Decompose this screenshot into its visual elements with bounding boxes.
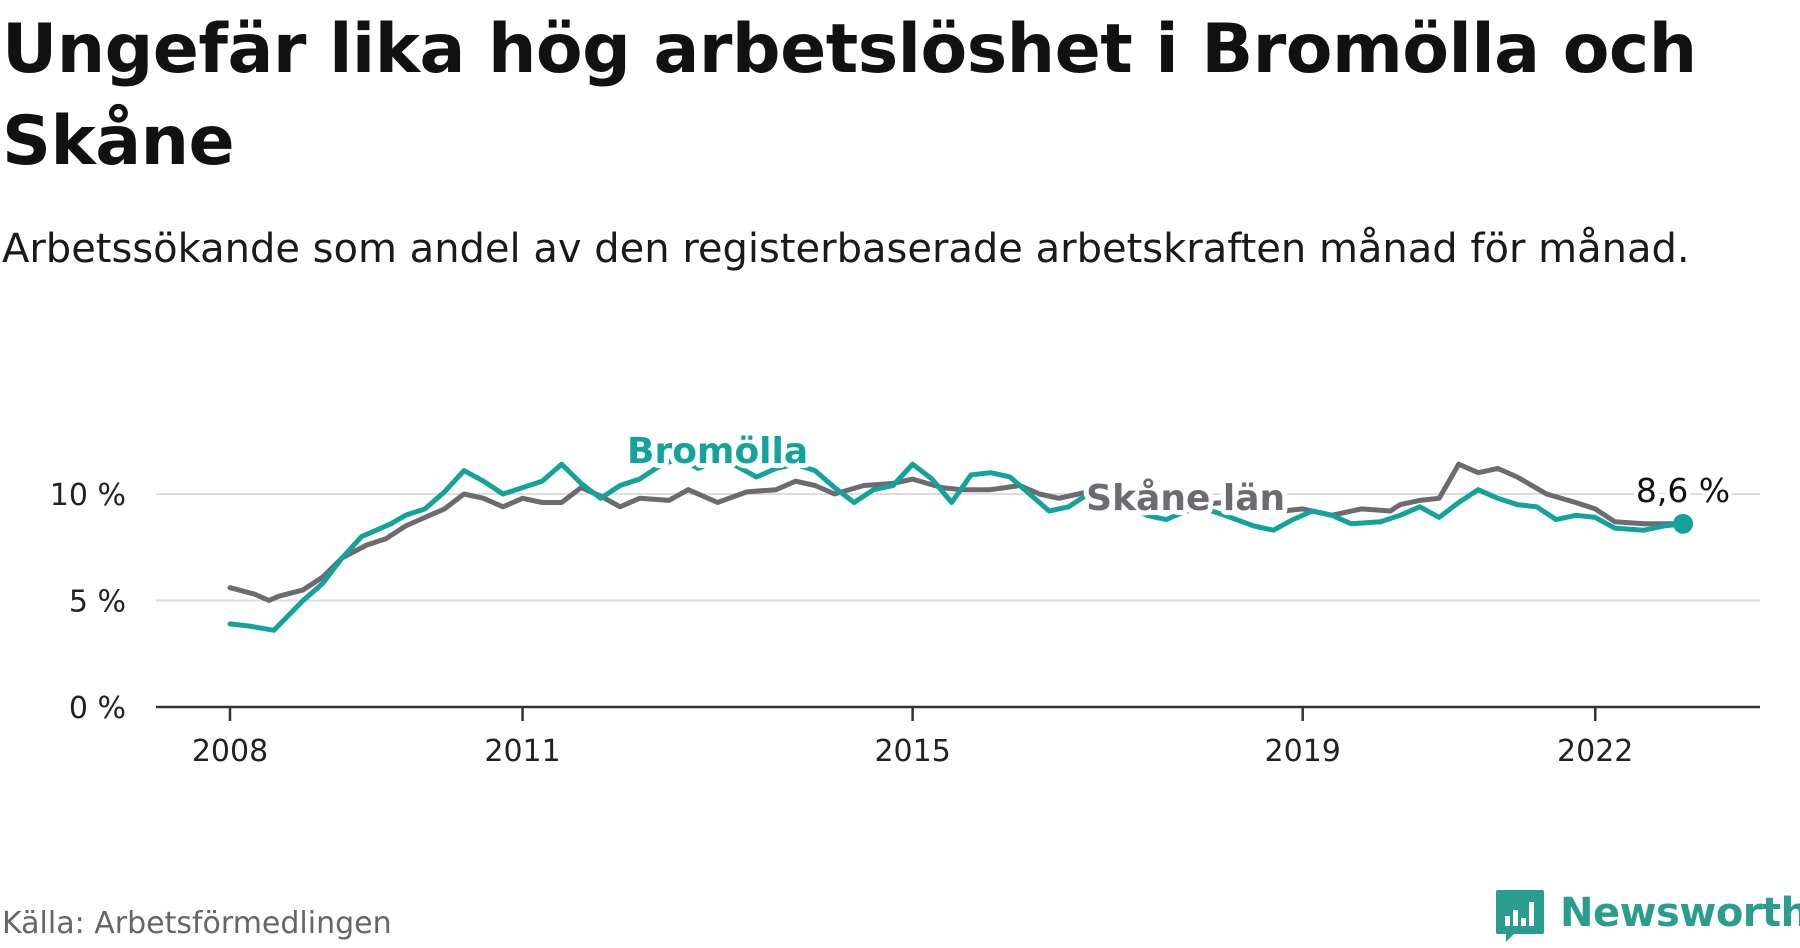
x-tick-label: 2019 [1265, 734, 1341, 769]
series-lines [227, 455, 1686, 633]
chart-title: Ungefär lika hög arbetslöshet i Bromölla… [2, 10, 1697, 181]
end-point-marker [1673, 513, 1693, 534]
source-note: Källa: Arbetsförmedlingen [2, 906, 392, 941]
brand-name: Newsworthy [1560, 890, 1800, 936]
label-skane-halo: Skåne län [1086, 478, 1285, 519]
x-tick-label: 2008 [192, 734, 268, 769]
series-line-bromolla [227, 455, 1686, 633]
y-tick-label: 5 % [69, 585, 126, 620]
label-bromolla-halo: Bromölla [627, 431, 808, 472]
chart-subtitle: Arbetssökande som andel av den registerb… [2, 226, 1690, 272]
end-value-label: 8,6 % [1636, 471, 1730, 510]
end-value-label-halo: 8,6 % [1636, 471, 1730, 510]
x-tick-label: 2022 [1557, 734, 1633, 769]
x-tick-label: 2015 [874, 734, 950, 769]
line-chart: 0 % 5 % 10 % 2008 2011 2015 2019 2022 Bromölla… [49, 426, 1760, 769]
y-tick-label: 10 % [50, 478, 126, 513]
label-skane: Skåne län [1086, 478, 1285, 519]
x-tick-label: 2011 [484, 734, 560, 769]
newsworthy-icon [1496, 890, 1544, 942]
y-tick-label: 0 % [69, 691, 126, 726]
x-axis: 2008 2011 2015 2019 2022 [156, 705, 1760, 769]
grid [156, 493, 1760, 602]
series-line-skane [227, 461, 1676, 603]
y-axis-labels: 0 % 5 % 10 % [50, 478, 126, 726]
brand-logo[interactable]: Newsworthy [1494, 888, 1800, 944]
label-bromolla: Bromölla [627, 431, 808, 472]
